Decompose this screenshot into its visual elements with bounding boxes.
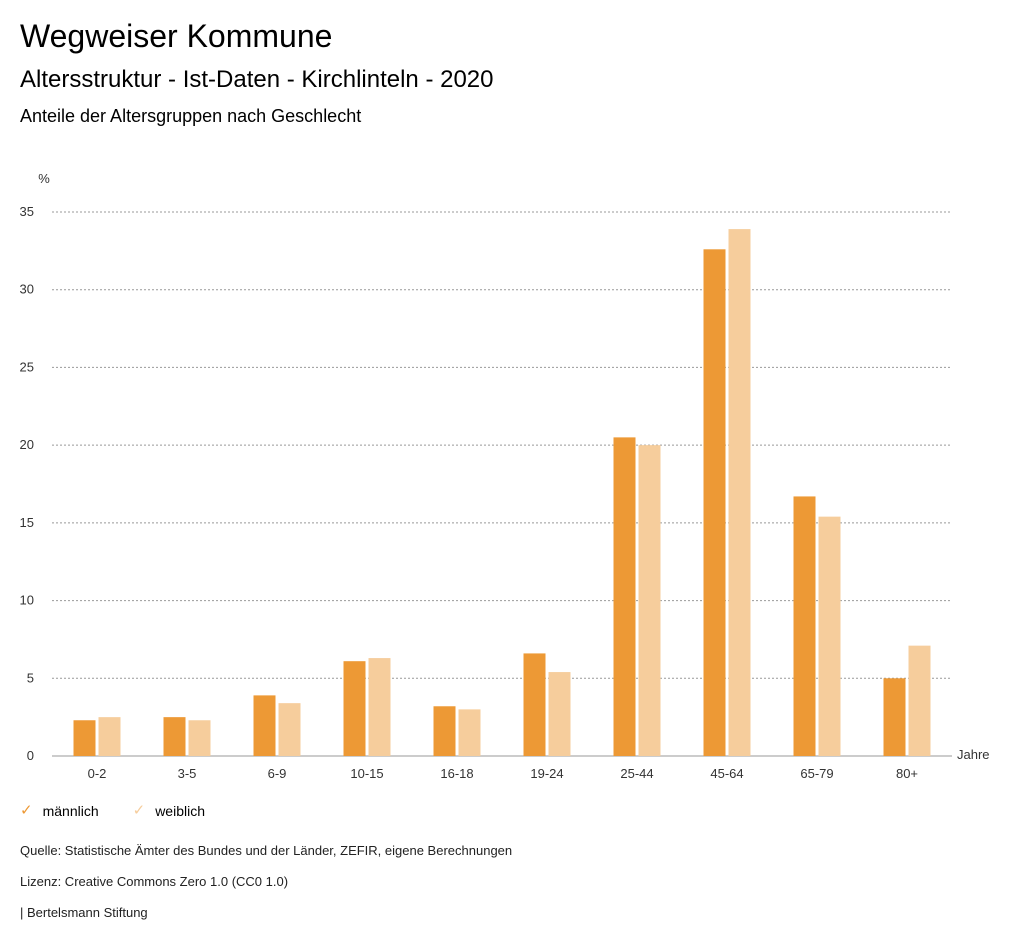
x-tick-label: 6-9 <box>268 766 287 781</box>
x-tick-label: 3-5 <box>178 766 197 781</box>
bar-weiblich-25-44[interactable] <box>638 445 661 756</box>
y-tick-label: 0 <box>27 748 34 763</box>
x-tick-label: 19-24 <box>530 766 563 781</box>
chart-legend: ✓ männlich ✓ weiblich <box>20 802 239 820</box>
bar-maennlich-6-9[interactable] <box>253 695 276 756</box>
bar-layer <box>73 229 931 756</box>
license-note: Lizenz: Creative Commons Zero 1.0 (CC0 1… <box>20 874 289 889</box>
age-structure-bar-chart: 0 5 10 15 20 25 30 35% Jahre 0-2 3-5 6-9 10-15 16-18 1… <box>20 171 990 781</box>
y-tick-label: 20 <box>20 437 34 452</box>
bar-weiblich-19-24[interactable] <box>548 672 571 756</box>
bar-weiblich-6-9[interactable] <box>278 703 301 756</box>
publisher-note: | Bertelsmann Stiftung <box>20 905 148 920</box>
bar-maennlich-65-79[interactable] <box>793 496 816 756</box>
bar-maennlich-10-15[interactable] <box>343 661 366 756</box>
label-layer: 0 5 10 15 20 25 30 35% Jahre 0-2 3-5 6-9 10-15 16-18 1… <box>20 171 990 781</box>
y-tick-label: 30 <box>20 282 34 297</box>
bar-maennlich-19-24[interactable] <box>523 653 546 756</box>
legend-item-maennlich[interactable]: ✓ männlich <box>20 802 99 820</box>
x-tick-label: 65-79 <box>800 766 833 781</box>
x-tick-label: 80+ <box>896 766 918 781</box>
bar-maennlich-45-64[interactable] <box>703 249 726 756</box>
bar-weiblich-0-2[interactable] <box>98 717 121 756</box>
bar-weiblich-16-18[interactable] <box>458 709 481 756</box>
bar-maennlich-0-2[interactable] <box>73 720 96 756</box>
bar-maennlich-80+[interactable] <box>883 678 906 756</box>
bar-maennlich-25-44[interactable] <box>613 437 636 756</box>
bar-weiblich-3-5[interactable] <box>188 720 211 756</box>
source-note: Quelle: Statistische Ämter des Bundes un… <box>20 843 513 858</box>
x-tick-label: 45-64 <box>710 766 743 781</box>
bar-weiblich-10-15[interactable] <box>368 658 391 756</box>
grid-layer <box>52 211 952 757</box>
y-tick-label: 35 <box>20 204 34 219</box>
x-tick-label: 0-2 <box>88 766 107 781</box>
x-axis-label: Jahre <box>957 747 990 762</box>
y-axis-label: % <box>38 171 50 186</box>
y-tick-label: 25 <box>20 359 34 374</box>
y-tick-label: 5 <box>27 670 34 685</box>
legend-check-icon: ✓ <box>20 802 33 819</box>
x-tick-label: 25-44 <box>620 766 653 781</box>
bar-weiblich-65-79[interactable] <box>818 516 841 756</box>
legend-item-weiblich[interactable]: ✓ weiblich <box>133 802 205 820</box>
y-tick-label: 15 <box>20 515 34 530</box>
bar-weiblich-45-64[interactable] <box>728 229 751 756</box>
bar-maennlich-3-5[interactable] <box>163 717 186 756</box>
x-tick-label: 10-15 <box>350 766 383 781</box>
bar-weiblich-80+[interactable] <box>908 645 931 756</box>
bar-maennlich-16-18[interactable] <box>433 706 456 756</box>
legend-label-maennlich: männlich <box>42 803 99 819</box>
legend-check-icon: ✓ <box>132 802 146 819</box>
chart-subheading: Anteile der Altersgruppen nach Geschlech… <box>20 106 362 126</box>
x-tick-label: 16-18 <box>440 766 473 781</box>
page-title: Wegweiser Kommune <box>20 18 333 54</box>
chart-subtitle: Altersstruktur - Ist-Daten - Kirchlintel… <box>20 66 494 93</box>
y-tick-label: 10 <box>20 593 34 608</box>
legend-label-weiblich: weiblich <box>155 803 205 819</box>
